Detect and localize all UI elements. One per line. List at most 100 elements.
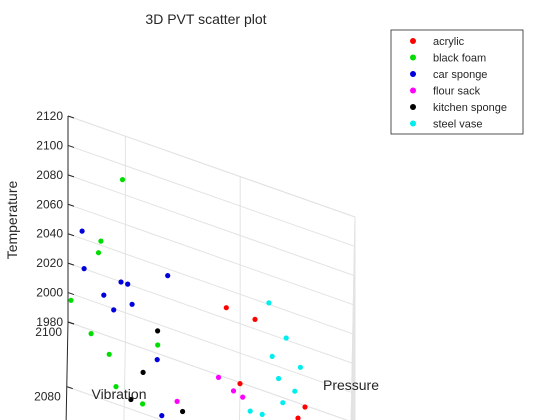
legend-label: acrylic bbox=[433, 36, 465, 48]
data-point bbox=[68, 297, 74, 303]
y-axis-label: Vibration bbox=[91, 386, 146, 402]
data-point bbox=[295, 415, 301, 420]
chart-title: 3D PVT scatter plot bbox=[145, 11, 266, 27]
data-point bbox=[215, 374, 222, 380]
data-point bbox=[283, 335, 289, 341]
data-point bbox=[269, 353, 275, 359]
data-point bbox=[79, 228, 85, 234]
x-gridline bbox=[238, 382, 241, 420]
z-tick-mark bbox=[67, 144, 75, 148]
series-flour-sack bbox=[174, 374, 246, 404]
z-tick-mark bbox=[67, 233, 75, 237]
data-point bbox=[297, 364, 303, 370]
data-point bbox=[155, 342, 161, 348]
legend: acrylic black foam car sponge flour sack kit… bbox=[390, 29, 524, 135]
z-tick-mark bbox=[67, 321, 75, 325]
data-point bbox=[252, 316, 258, 322]
data-point bbox=[118, 279, 124, 285]
legend-label: car sponge bbox=[433, 69, 487, 81]
z-gridline bbox=[67, 203, 356, 306]
data-point bbox=[155, 328, 161, 334]
series-car-sponge bbox=[79, 228, 171, 419]
data-point bbox=[259, 411, 265, 417]
data-point bbox=[113, 384, 119, 390]
z-tick-mark bbox=[67, 203, 75, 207]
x-axis-label: Pressure bbox=[323, 377, 379, 393]
z-tick-mark bbox=[67, 174, 75, 178]
data-point bbox=[125, 281, 131, 287]
z-gridline bbox=[67, 144, 356, 247]
z-gridline bbox=[67, 262, 356, 365]
z-tick-label: 2120 bbox=[36, 109, 63, 123]
z-gridline bbox=[350, 216, 356, 420]
data-point bbox=[165, 273, 171, 279]
z-tick-label: 1980 bbox=[36, 315, 63, 329]
series-acrylic bbox=[223, 305, 308, 420]
data-point bbox=[128, 396, 134, 403]
z-tick-label: 2020 bbox=[36, 256, 63, 270]
z-tick-label: 2040 bbox=[36, 227, 63, 241]
data-point bbox=[140, 401, 146, 407]
data-point bbox=[266, 300, 272, 306]
y-tick-label: 2100 bbox=[35, 325, 62, 339]
y-gridline bbox=[66, 386, 164, 420]
data-point bbox=[230, 388, 237, 394]
data-point bbox=[302, 404, 308, 410]
data-point bbox=[81, 266, 87, 272]
z-tick-mark bbox=[67, 115, 75, 119]
y-tick-label: 2080 bbox=[34, 390, 61, 404]
series-black-foam bbox=[68, 177, 161, 407]
data-point bbox=[180, 408, 186, 415]
data-point bbox=[95, 250, 102, 256]
legend-label: flour sack bbox=[433, 86, 481, 98]
data-points bbox=[68, 177, 308, 420]
data-point bbox=[119, 177, 126, 183]
tick-labels: 1980200020202040206020802100212020402060… bbox=[34, 109, 63, 404]
data-point bbox=[154, 357, 160, 363]
z-tick-mark bbox=[67, 262, 75, 266]
data-point bbox=[98, 238, 104, 244]
series-steel-vase bbox=[247, 300, 303, 417]
data-point bbox=[106, 351, 112, 357]
z-gridline bbox=[67, 233, 356, 336]
legend-marker bbox=[410, 104, 416, 110]
data-point bbox=[292, 388, 298, 394]
legend-entries: acrylic black foam car sponge flour sack kit… bbox=[410, 36, 507, 131]
z-tick-label: 2060 bbox=[36, 197, 63, 211]
axes bbox=[65, 115, 75, 420]
z-tick-label: 2080 bbox=[36, 168, 63, 182]
data-point bbox=[88, 331, 94, 337]
z-tick-mark bbox=[67, 292, 75, 296]
z-tick-label: 2100 bbox=[36, 138, 63, 152]
z-gridline bbox=[353, 364, 356, 420]
data-point bbox=[159, 413, 165, 419]
legend-marker bbox=[410, 120, 416, 127]
data-point bbox=[101, 292, 107, 298]
y-tick-mark bbox=[66, 386, 73, 390]
x-gridline bbox=[123, 342, 126, 420]
legend-label: steel vase bbox=[433, 119, 483, 131]
y-axis-line bbox=[65, 321, 69, 420]
legend-label: black foam bbox=[433, 53, 486, 65]
z-gridline bbox=[67, 174, 356, 277]
z-gridline bbox=[352, 334, 356, 420]
data-point bbox=[223, 305, 229, 311]
series-kitchen-sponge bbox=[128, 328, 186, 415]
legend-marker bbox=[410, 54, 416, 61]
data-point bbox=[280, 400, 286, 406]
z-tick-label: 2000 bbox=[36, 286, 63, 300]
data-point bbox=[140, 369, 146, 375]
legend-marker bbox=[410, 71, 416, 77]
legend-marker bbox=[410, 38, 416, 44]
legend-marker bbox=[410, 87, 416, 94]
data-point bbox=[174, 398, 180, 404]
z-axis-label: Temperature bbox=[4, 180, 20, 259]
data-point bbox=[247, 408, 253, 414]
legend-label: kitchen sponge bbox=[433, 102, 507, 114]
data-point bbox=[276, 375, 282, 382]
legend-box bbox=[390, 29, 524, 135]
data-point bbox=[111, 307, 117, 313]
data-point bbox=[237, 381, 243, 387]
data-point bbox=[240, 394, 246, 400]
